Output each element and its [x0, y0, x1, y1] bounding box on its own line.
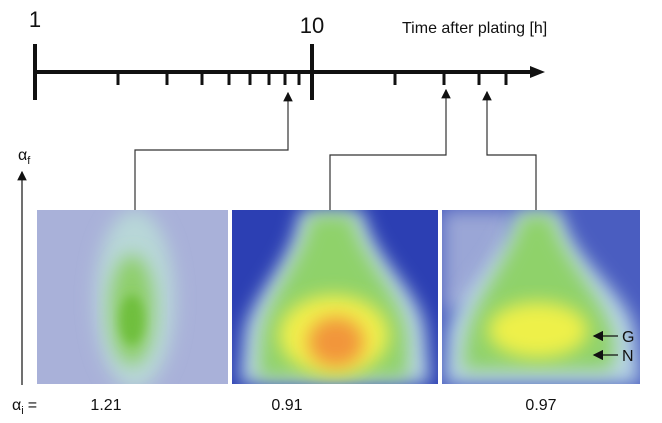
heatmap-1 — [37, 210, 228, 384]
x-label: αi = — [12, 397, 37, 417]
connectors — [134, 88, 537, 225]
heatmap-3 — [442, 210, 640, 384]
axis-start-label: 1 — [29, 7, 41, 32]
time-axis — [33, 44, 545, 100]
n-label: N — [622, 348, 634, 365]
axis-decade-label: 10 — [300, 13, 324, 38]
heatmap-2 — [232, 210, 438, 384]
y-label: αf — [18, 147, 31, 167]
axis-title: Time after plating [h] — [402, 20, 547, 37]
panel-value: 0.91 — [271, 397, 302, 414]
panel-value: 0.97 — [525, 397, 556, 414]
g-label: G — [622, 329, 634, 346]
panel-value: 1.21 — [90, 397, 121, 414]
